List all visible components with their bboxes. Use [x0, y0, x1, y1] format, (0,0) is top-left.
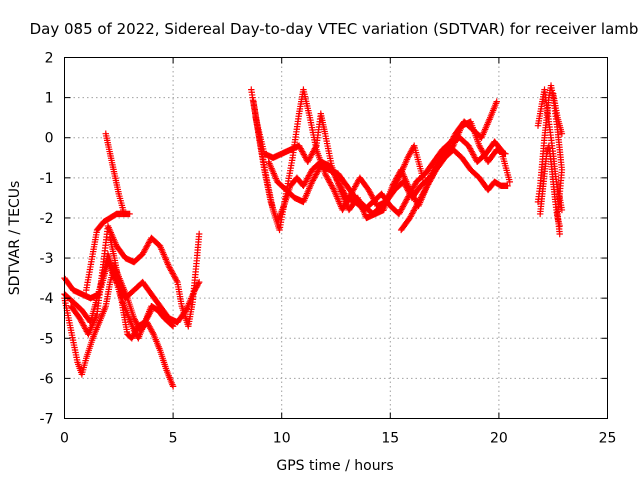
x-tick-label: 25 — [599, 431, 617, 447]
x-tick-label: 20 — [490, 431, 508, 447]
data-point-0 — [195, 230, 203, 238]
data-point-0 — [148, 307, 155, 314]
data-point-0 — [169, 322, 176, 329]
y-tick-label: -2 — [40, 211, 54, 227]
data-point-1 — [394, 176, 402, 183]
data-point-1 — [312, 144, 319, 151]
data-point-0 — [169, 383, 177, 390]
x-axis-label: GPS time / hours — [276, 458, 393, 474]
data-point-2 — [556, 222, 563, 230]
data-point-1 — [506, 178, 513, 186]
data-point-2 — [558, 206, 566, 214]
data-point-1 — [502, 150, 509, 157]
y-tick-label: -4 — [40, 291, 54, 307]
data-point-1 — [493, 98, 500, 105]
axis-ticks: 0 5 10 15 20 25 -7 -6 -5 -4 -3 -2 -1 0 1 2 — [40, 51, 617, 447]
data-point-2 — [558, 130, 566, 137]
y-tick-label: 2 — [45, 51, 54, 67]
y-tick-label: -6 — [40, 371, 54, 387]
y-axis-label: SDTVAR / TECUs — [7, 181, 23, 296]
y-tick-label: -5 — [40, 331, 54, 347]
y-tick-label: -7 — [40, 412, 54, 428]
plot-frame — [64, 57, 608, 419]
x-tick-label: 15 — [381, 431, 399, 447]
data-point-0 — [126, 210, 133, 218]
y-tick-label: -1 — [40, 171, 54, 187]
data-point-1 — [419, 174, 427, 182]
x-tick-label: 10 — [273, 431, 291, 447]
chart-title: Day 085 of 2022, Sidereal Day-to-day VTE… — [30, 20, 639, 38]
data-point-1 — [504, 182, 511, 190]
data-point-0 — [147, 308, 154, 315]
data-point-0 — [169, 323, 177, 330]
data-points — [61, 82, 566, 390]
data-point-0 — [173, 277, 180, 284]
data-point-2 — [556, 230, 563, 238]
y-tick-label: -3 — [40, 251, 54, 267]
x-tick-label: 0 — [60, 431, 69, 447]
y-tick-label: 0 — [45, 131, 54, 147]
x-tick-label: 5 — [169, 431, 178, 447]
data-point-0 — [149, 329, 156, 336]
data-point-0 — [119, 206, 127, 214]
data-point-0 — [195, 278, 203, 286]
data-point-1 — [329, 185, 337, 192]
y-tick-label: 1 — [45, 91, 54, 107]
